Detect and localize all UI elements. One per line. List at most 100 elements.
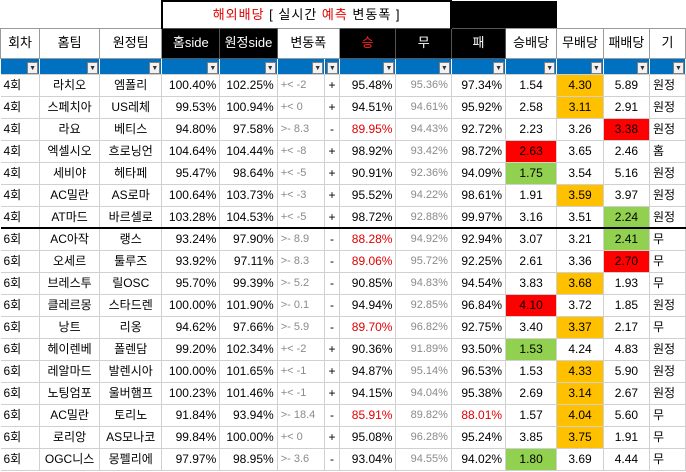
odds-lose-cell[interactable]: 5.90 bbox=[603, 360, 650, 383]
lose-rate-cell[interactable]: 95.92% bbox=[451, 96, 507, 119]
win-rate-cell[interactable]: 89.70% bbox=[339, 316, 397, 339]
note-cell[interactable]: 원정 bbox=[649, 206, 686, 229]
away-team-cell[interactable]: 헤타페 bbox=[99, 162, 163, 185]
note-cell[interactable]: 원정 bbox=[649, 74, 686, 97]
win-rate-cell[interactable]: 90.36% bbox=[339, 338, 397, 361]
win-rate-cell[interactable]: 95.52% bbox=[339, 184, 397, 207]
odds-win-cell[interactable]: 4.10 bbox=[505, 294, 558, 317]
filter-dropdown-icon[interactable]: ▼ bbox=[27, 61, 39, 73]
draw-rate-cell[interactable]: 95.14% bbox=[395, 360, 452, 383]
round-cell[interactable]: 6회 bbox=[0, 404, 41, 427]
win-rate-cell[interactable]: 98.92% bbox=[339, 140, 397, 163]
home-team-cell[interactable]: AC밀란 bbox=[39, 404, 101, 427]
odds-lose-cell[interactable]: 2.70 bbox=[603, 250, 650, 273]
odds-win-cell[interactable]: 1.53 bbox=[505, 360, 558, 383]
round-cell[interactable]: 6회 bbox=[0, 382, 41, 405]
draw-rate-cell[interactable]: 92.88% bbox=[395, 206, 452, 229]
away-side-cell[interactable]: 104.53% bbox=[219, 206, 278, 229]
win-rate-cell[interactable]: 94.94% bbox=[339, 294, 397, 317]
lose-rate-cell[interactable]: 92.72% bbox=[451, 118, 507, 141]
away-side-cell[interactable]: 97.58% bbox=[219, 118, 278, 141]
note-cell[interactable]: 원정 bbox=[649, 162, 686, 185]
away-side-cell[interactable]: 100.00% bbox=[219, 426, 278, 449]
home-team-cell[interactable]: 레알마드 bbox=[39, 360, 101, 383]
home-team-cell[interactable]: 브레스투 bbox=[39, 272, 101, 295]
change-sign-cell[interactable]: + bbox=[324, 140, 340, 163]
draw-rate-cell[interactable]: 96.82% bbox=[395, 316, 452, 339]
round-cell[interactable]: 6회 bbox=[0, 316, 41, 339]
note-cell[interactable]: 무 bbox=[649, 404, 686, 427]
odds-lose-cell[interactable]: 2.46 bbox=[603, 140, 650, 163]
odds-draw-cell[interactable]: 3.36 bbox=[556, 250, 604, 273]
odds-draw-cell[interactable]: 3.68 bbox=[556, 272, 604, 295]
note-cell[interactable]: 원정 bbox=[649, 96, 686, 119]
odds-lose-cell[interactable]: 4.83 bbox=[603, 338, 650, 361]
odds-win-cell[interactable]: 2.69 bbox=[505, 382, 558, 405]
win-rate-cell[interactable]: 89.95% bbox=[339, 118, 397, 141]
home-side-cell[interactable]: 95.47% bbox=[161, 162, 221, 185]
odds-draw-cell[interactable]: 3.72 bbox=[556, 294, 604, 317]
odds-lose-cell[interactable]: 2.17 bbox=[603, 316, 650, 339]
home-team-cell[interactable]: 헤이렌베 bbox=[39, 338, 101, 361]
home-team-cell[interactable]: 오세르 bbox=[39, 250, 101, 273]
draw-rate-cell[interactable]: 94.22% bbox=[395, 184, 452, 207]
change-cell[interactable]: >- 5.9 bbox=[277, 316, 326, 339]
away-team-cell[interactable]: 엠폴리 bbox=[99, 74, 163, 97]
change-cell[interactable]: +< 0 bbox=[277, 426, 326, 449]
win-rate-cell[interactable]: 90.91% bbox=[339, 162, 397, 185]
change-sign-cell[interactable]: - bbox=[324, 227, 340, 251]
odds-draw-cell[interactable]: 3.54 bbox=[556, 162, 604, 185]
lose-rate-cell[interactable]: 94.09% bbox=[451, 162, 507, 185]
odds-draw-cell[interactable]: 4.04 bbox=[556, 404, 604, 427]
change-sign-cell[interactable]: - bbox=[324, 272, 340, 295]
note-cell[interactable]: 무 bbox=[649, 272, 686, 295]
home-side-cell[interactable]: 93.24% bbox=[161, 227, 221, 251]
odds-win-cell[interactable]: 1.80 bbox=[505, 448, 558, 471]
home-team-cell[interactable]: 로리앙 bbox=[39, 426, 101, 449]
home-team-cell[interactable]: AC밀란 bbox=[39, 184, 101, 207]
round-cell[interactable]: 4회 bbox=[0, 206, 41, 229]
away-side-cell[interactable]: 101.65% bbox=[219, 360, 278, 383]
change-sign-cell[interactable]: + bbox=[324, 206, 340, 229]
odds-draw-cell[interactable]: 3.75 bbox=[556, 426, 604, 449]
odds-win-cell[interactable]: 2.61 bbox=[505, 250, 558, 273]
home-side-cell[interactable]: 97.97% bbox=[161, 448, 221, 471]
lose-rate-cell[interactable]: 97.34% bbox=[451, 74, 507, 97]
change-cell[interactable]: >- 8.9 bbox=[277, 227, 326, 251]
home-side-cell[interactable]: 103.28% bbox=[161, 206, 221, 229]
round-cell[interactable]: 4회 bbox=[0, 74, 41, 97]
win-rate-cell[interactable]: 95.08% bbox=[339, 426, 397, 449]
filter-dropdown-icon[interactable]: ▼ bbox=[590, 61, 602, 73]
home-team-cell[interactable]: 노팅엄포 bbox=[39, 382, 101, 405]
win-rate-cell[interactable]: 89.06% bbox=[339, 250, 397, 273]
round-cell[interactable]: 6회 bbox=[0, 250, 41, 273]
odds-lose-cell[interactable]: 5.60 bbox=[603, 404, 650, 427]
change-cell[interactable]: +< -3 bbox=[277, 184, 326, 207]
note-cell[interactable]: 원정 bbox=[649, 118, 686, 141]
odds-win-cell[interactable]: 3.16 bbox=[505, 206, 558, 229]
note-cell[interactable]: 원정 bbox=[649, 338, 686, 361]
odds-lose-cell[interactable]: 1.91 bbox=[603, 426, 650, 449]
lose-rate-cell[interactable]: 95.24% bbox=[451, 426, 507, 449]
change-cell[interactable]: +< -1 bbox=[277, 382, 326, 405]
away-side-cell[interactable]: 103.73% bbox=[219, 184, 278, 207]
odds-win-cell[interactable]: 1.54 bbox=[505, 74, 558, 97]
home-side-cell[interactable]: 94.62% bbox=[161, 316, 221, 339]
away-team-cell[interactable]: 토리노 bbox=[99, 404, 163, 427]
change-sign-cell[interactable]: + bbox=[324, 382, 340, 405]
home-side-cell[interactable]: 99.53% bbox=[161, 96, 221, 119]
away-team-cell[interactable]: 발렌시아 bbox=[99, 360, 163, 383]
draw-rate-cell[interactable]: 94.83% bbox=[395, 272, 452, 295]
home-side-cell[interactable]: 95.70% bbox=[161, 272, 221, 295]
round-cell[interactable]: 4회 bbox=[0, 96, 41, 119]
away-team-cell[interactable]: 베티스 bbox=[99, 118, 163, 141]
draw-rate-cell[interactable]: 92.36% bbox=[395, 162, 452, 185]
away-team-cell[interactable]: 울버햄프 bbox=[99, 382, 163, 405]
note-cell[interactable]: 무 bbox=[649, 316, 686, 339]
draw-rate-cell[interactable]: 91.89% bbox=[395, 338, 452, 361]
odds-win-cell[interactable]: 1.57 bbox=[505, 404, 558, 427]
odds-lose-cell[interactable]: 2.24 bbox=[603, 206, 650, 229]
odds-lose-cell[interactable]: 4.44 bbox=[603, 448, 650, 471]
change-sign-cell[interactable]: - bbox=[324, 294, 340, 317]
lose-rate-cell[interactable]: 99.97% bbox=[451, 206, 507, 229]
